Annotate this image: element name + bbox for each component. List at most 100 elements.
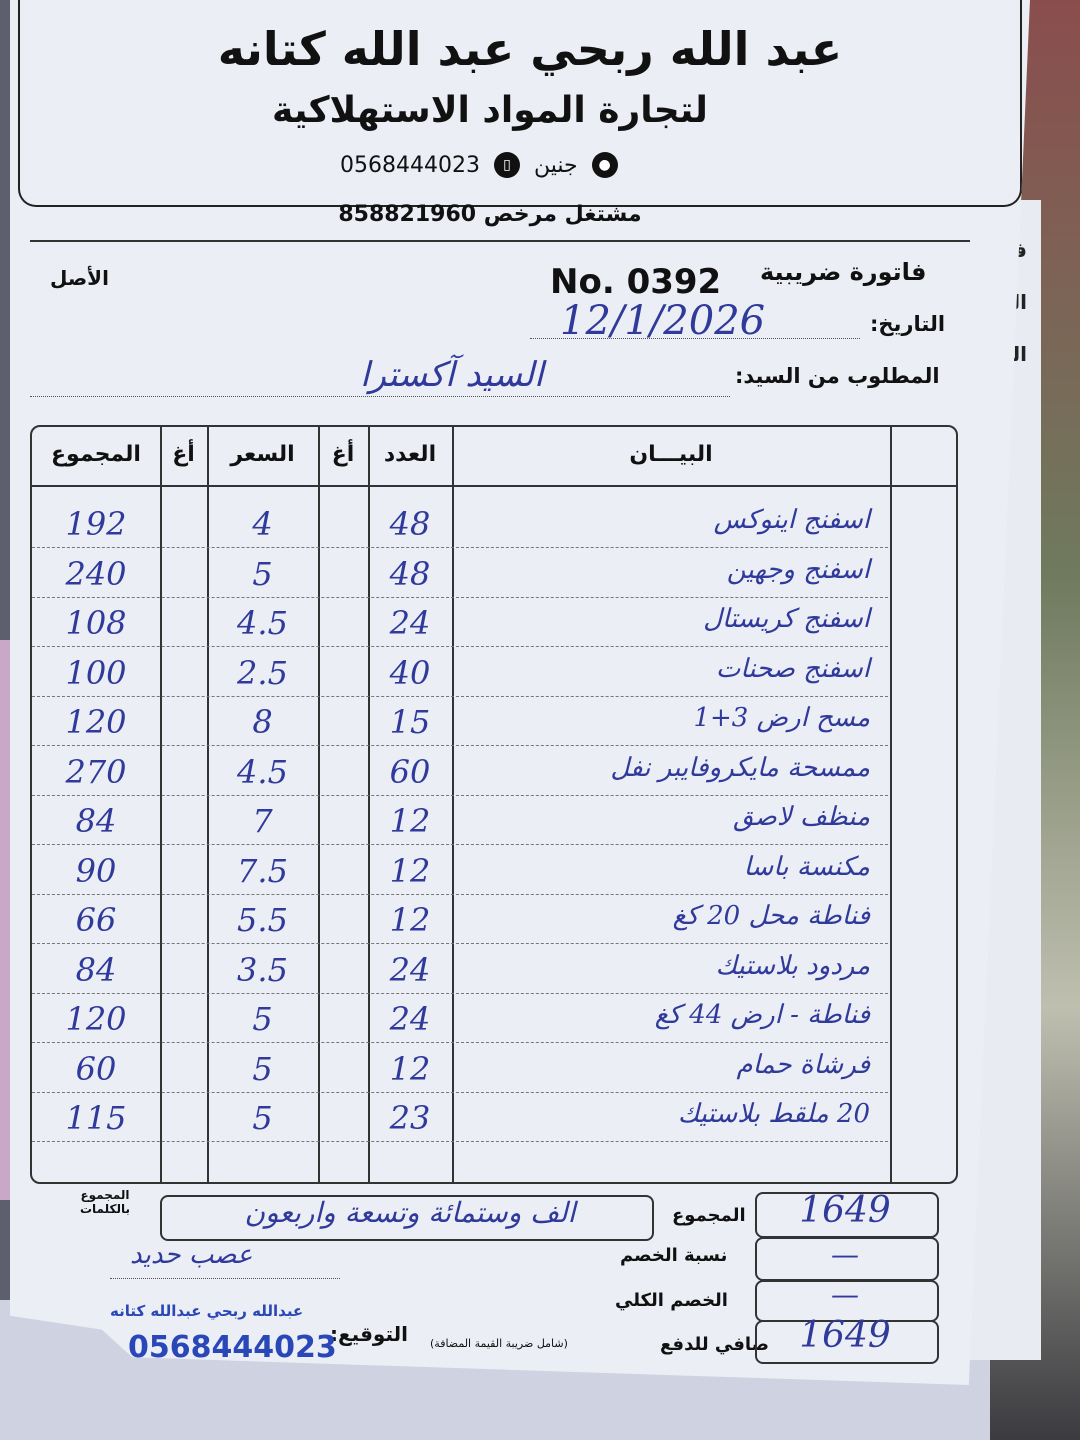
date-value: 12/1/2026 [560, 298, 766, 344]
item-price: 5 [252, 1049, 273, 1088]
license-label: مشتغل مرخص [483, 202, 642, 227]
total-discount-label: الخصم الكلي [615, 1290, 728, 1311]
column-divider [207, 425, 209, 1182]
item-quantity: 12 [389, 1049, 431, 1088]
header-row-divider [30, 485, 956, 487]
column-divider [452, 425, 454, 1182]
header-divider [30, 240, 970, 242]
row-dotted-line [32, 943, 888, 944]
location: جنين [533, 152, 578, 178]
item-description: 20 ملقط بلاستيك [677, 1099, 870, 1129]
item-quantity: 24 [389, 1000, 431, 1038]
header-quantity: العدد [383, 442, 437, 467]
net-label: صافي للدفع [660, 1334, 770, 1355]
column-divider [890, 425, 892, 1182]
item-price: 4 [252, 505, 273, 543]
net-value: 1649 [799, 1315, 891, 1356]
item-price: 5 [252, 1000, 273, 1038]
item-quantity: 40 [389, 653, 431, 692]
item-description: ممسحة مايكروفايبر نفل [610, 752, 870, 783]
header-price: السعر [230, 442, 295, 467]
invoice-number: No. 0392 [550, 262, 722, 302]
header-description: البيـــان [629, 442, 713, 467]
item-quantity: 48 [389, 505, 431, 543]
discount-rate-value: — [831, 1238, 859, 1271]
item-total: 192 [65, 505, 127, 543]
item-quantity: 23 [389, 1099, 431, 1137]
item-total: 84 [75, 950, 117, 989]
item-quantity: 12 [389, 851, 431, 890]
phone-icon: ▯ [493, 152, 520, 178]
column-divider [160, 425, 162, 1182]
item-price: 5 [252, 554, 273, 593]
item-price: 7 [252, 802, 273, 840]
items-table [30, 425, 958, 1184]
total-words: الف وستمائة وتسعة واربعون [244, 1196, 576, 1229]
item-price: 4.5 [237, 604, 288, 642]
item-description: اسفنج اينوكس [713, 505, 870, 535]
stamp-name: عبدالله ربحي عبدالله كتانه [110, 1302, 304, 1320]
business-type: لتجارة المواد الاستهلاكية [272, 90, 708, 131]
item-description: منظف لاصق [733, 802, 870, 832]
item-description: مردود بلاستيك [715, 950, 870, 981]
row-dotted-line [32, 844, 888, 845]
item-description: فرشاة حمام [736, 1049, 871, 1080]
location-pin-icon: ● [591, 152, 618, 178]
item-total: 120 [65, 703, 127, 741]
column-divider [368, 425, 370, 1182]
net-note: (شامل ضريبة القيمة المضافة) [430, 1337, 568, 1350]
column-divider [318, 425, 320, 1182]
stamp-phone: 0568444023 [128, 1330, 337, 1365]
item-price: 5.5 [237, 901, 288, 939]
total-label: المجموع [672, 1205, 746, 1226]
header-box [18, 0, 1022, 207]
customer-name: السيد آكسترا [360, 355, 544, 395]
header-agh: أغ [172, 442, 195, 467]
item-price: 2.5 [237, 653, 288, 692]
item-quantity: 12 [389, 901, 431, 939]
row-dotted-line [32, 893, 888, 895]
row-dotted-line [32, 794, 888, 796]
item-price: 5 [252, 1099, 273, 1137]
row-dotted-line [32, 745, 888, 746]
item-quantity: 24 [389, 604, 431, 642]
handwritten-note: عصب حديد [130, 1240, 253, 1270]
item-description: مسح ارض 3+1 [693, 703, 870, 733]
item-total: 100 [65, 653, 127, 692]
merchant-name: عبد الله ربحي عبد الله كتانه [217, 22, 843, 76]
item-total: 120 [65, 1000, 127, 1038]
item-quantity: 15 [389, 703, 431, 741]
item-quantity: 24 [389, 950, 431, 989]
item-description: فناطة - ارض 44 كغ [654, 1000, 870, 1030]
customer-dotted-line [30, 396, 730, 397]
contact-line: 0568444023 ▯ جنين ● [340, 152, 618, 178]
header-total: المجموع [51, 442, 141, 467]
header-agh: أغ [331, 442, 355, 467]
phone-number: 0568444023 [340, 152, 480, 178]
item-total: 84 [75, 802, 117, 840]
item-total: 240 [65, 554, 127, 593]
item-price: 3.5 [237, 950, 288, 989]
discount-rate-label: نسبة الخصم [620, 1245, 728, 1266]
row-dotted-line [32, 547, 888, 548]
row-dotted-line [32, 1042, 888, 1043]
item-price: 8 [252, 703, 273, 741]
total-value: 1649 [799, 1190, 891, 1231]
item-total: 115 [65, 1099, 127, 1137]
item-description: اسفنج كريستال [703, 604, 870, 634]
item-description: مكنسة باسا [743, 851, 870, 882]
item-description: فناطة محل 20 كغ [672, 901, 870, 931]
invoice-type: فاتورة ضريبية [760, 258, 927, 286]
copy-label: الأصل [50, 266, 109, 290]
total-words-box [160, 1195, 654, 1241]
item-description: اسفنج وجهين [726, 554, 870, 585]
date-dotted-line [530, 338, 860, 339]
item-price: 7.5 [237, 851, 288, 890]
row-dotted-line [32, 695, 888, 697]
total-discount-value: — [831, 1278, 859, 1311]
item-total: 66 [75, 901, 117, 939]
signature-label: التوقيع: [330, 1322, 408, 1346]
row-dotted-line [32, 1141, 888, 1142]
date-label: التاريخ: [870, 312, 946, 336]
item-price: 4.5 [237, 752, 288, 791]
